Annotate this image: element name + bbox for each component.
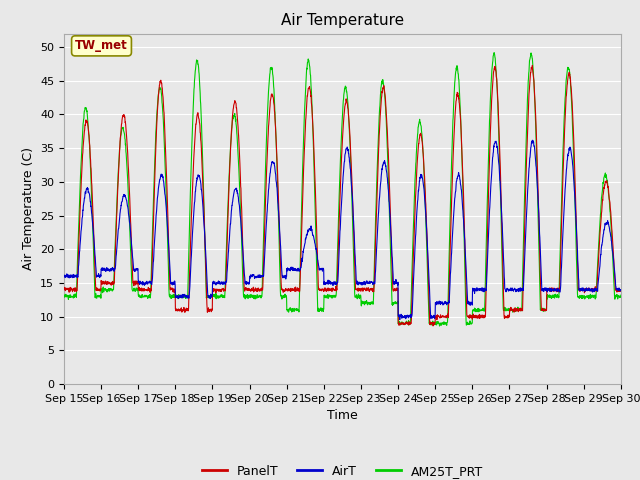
Title: Air Temperature: Air Temperature — [281, 13, 404, 28]
Y-axis label: Air Temperature (C): Air Temperature (C) — [22, 147, 35, 270]
Legend: PanelT, AirT, AM25T_PRT: PanelT, AirT, AM25T_PRT — [196, 460, 488, 480]
Text: TW_met: TW_met — [75, 39, 128, 52]
X-axis label: Time: Time — [327, 409, 358, 422]
